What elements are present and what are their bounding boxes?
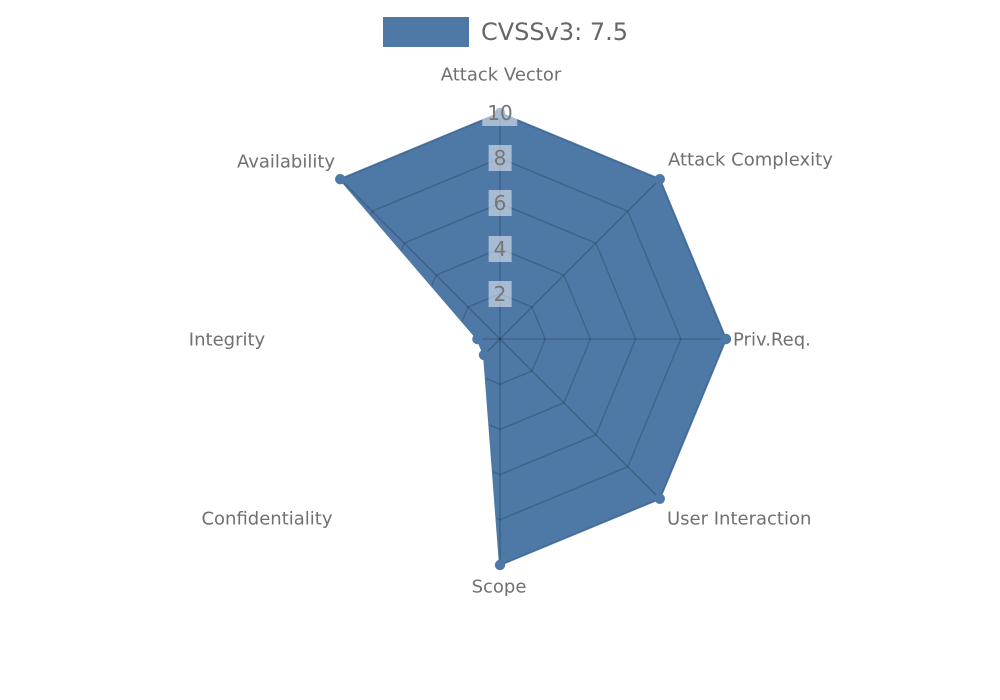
- tick-label-2: 2: [488, 280, 512, 307]
- axis-label-attack-vector: Attack Vector: [440, 64, 562, 86]
- grid-ring: [453, 292, 547, 386]
- vertex-dot: [472, 333, 483, 345]
- vertex-dot: [654, 493, 665, 504]
- legend-label: CVSSv3: 7.5: [481, 18, 628, 46]
- tick-label-6: 6: [488, 190, 512, 217]
- axis-label-confidentiality: Confidentiality: [201, 508, 333, 530]
- vertex-dot: [720, 333, 732, 345]
- chart-legend: CVSSv3: 7.5: [383, 17, 628, 47]
- axis-label-scope: Scope: [471, 576, 527, 598]
- vertex-dot: [335, 174, 346, 185]
- axis-label-user-interaction: User Interaction: [667, 508, 812, 530]
- tick-label-8: 8: [488, 145, 512, 172]
- tick-label-4: 4: [488, 235, 512, 262]
- grid-spoke: [499, 338, 661, 500]
- legend-swatch: [383, 17, 469, 47]
- grid-spoke: [340, 178, 501, 340]
- grid-spoke: [340, 338, 501, 500]
- axis-label-availability: Availability: [236, 151, 336, 173]
- axis-label-attack-complexity: Attack Complexity: [668, 149, 833, 171]
- vertex-dot: [494, 559, 506, 571]
- axis-label-integrity: Integrity: [188, 329, 266, 351]
- grid-ring: [340, 113, 726, 565]
- axis-label-priv-req: Priv.Req.: [733, 329, 811, 351]
- grid-spoke: [499, 178, 661, 340]
- vertex-dot: [478, 349, 490, 361]
- tick-label-10: 10: [482, 100, 518, 126]
- vertex-dot: [654, 174, 665, 185]
